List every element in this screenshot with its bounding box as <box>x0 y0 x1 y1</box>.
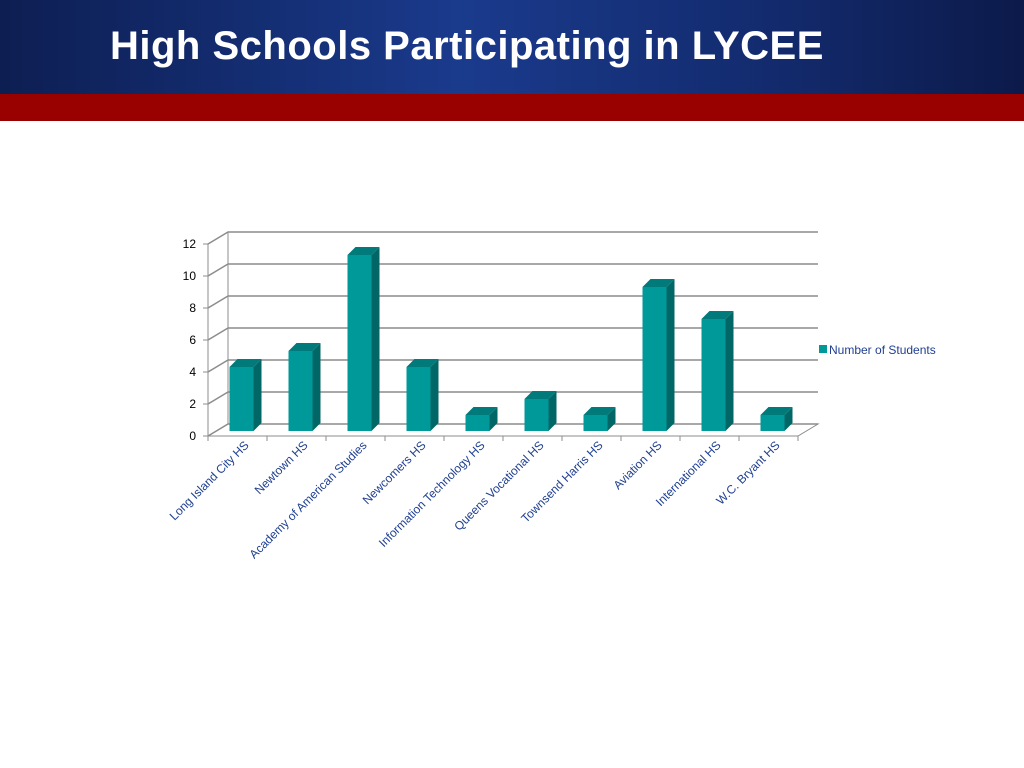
bar-front <box>406 367 431 431</box>
x-tick-label: Academy of American Studies <box>247 438 370 561</box>
bar-top <box>406 359 439 367</box>
bar <box>760 407 793 431</box>
x-tick-label: Information Technology HS <box>376 438 488 550</box>
x-tick-label: Newtown HS <box>252 438 311 497</box>
bar-top <box>701 311 734 319</box>
bar-side <box>312 343 321 431</box>
bar <box>229 359 262 431</box>
y-tick-label: 0 <box>189 429 196 443</box>
y-tick-label: 6 <box>189 333 196 347</box>
bar-top <box>465 407 498 415</box>
bar-front <box>701 319 726 431</box>
bar <box>524 391 557 431</box>
bar-front <box>288 351 313 431</box>
bar-side <box>548 391 557 431</box>
y-tick-label: 4 <box>189 365 196 379</box>
header-stripe <box>0 94 1024 121</box>
bar-front <box>524 399 549 431</box>
gridline <box>207 423 818 437</box>
bar-front <box>583 415 608 431</box>
legend-swatch <box>819 345 827 353</box>
gridline <box>207 327 818 341</box>
gridline <box>207 391 818 405</box>
x-tick-label: W.C. Bryant HS <box>713 438 782 507</box>
bar-front <box>465 415 490 431</box>
bar <box>406 359 439 431</box>
y-tick-label: 2 <box>189 397 196 411</box>
bar <box>288 343 321 431</box>
bar-side <box>371 247 380 431</box>
legend-label: Number of Students <box>829 343 936 357</box>
bar-side <box>666 279 675 431</box>
bar-side <box>430 359 439 431</box>
bar-front <box>229 367 254 431</box>
bar <box>347 247 380 431</box>
gridline <box>207 231 818 245</box>
gridline <box>207 359 818 373</box>
bar-top <box>583 407 616 415</box>
bar-top <box>524 391 557 399</box>
y-tick-label: 12 <box>183 237 197 251</box>
bar-front <box>642 287 667 431</box>
x-tick-label: Aviation HS <box>611 438 665 492</box>
y-tick-label: 8 <box>189 301 196 315</box>
bar <box>642 279 675 431</box>
bar <box>465 407 498 431</box>
bar-top <box>642 279 675 287</box>
bar-top <box>760 407 793 415</box>
y-tick-label: 10 <box>183 269 197 283</box>
bar <box>701 311 734 431</box>
bar-front <box>760 415 785 431</box>
x-tick-label: Long Island City HS <box>167 438 252 523</box>
bar-side <box>253 359 262 431</box>
slide-title: High Schools Participating in LYCEE <box>110 24 824 68</box>
header-bar <box>0 0 1024 94</box>
bar-top <box>347 247 380 255</box>
gridline <box>207 263 818 277</box>
bar-top <box>229 359 262 367</box>
bar-side <box>725 311 734 431</box>
gridline <box>207 295 818 309</box>
bar <box>583 407 616 431</box>
bar-top <box>288 343 321 351</box>
bar-front <box>347 255 372 431</box>
